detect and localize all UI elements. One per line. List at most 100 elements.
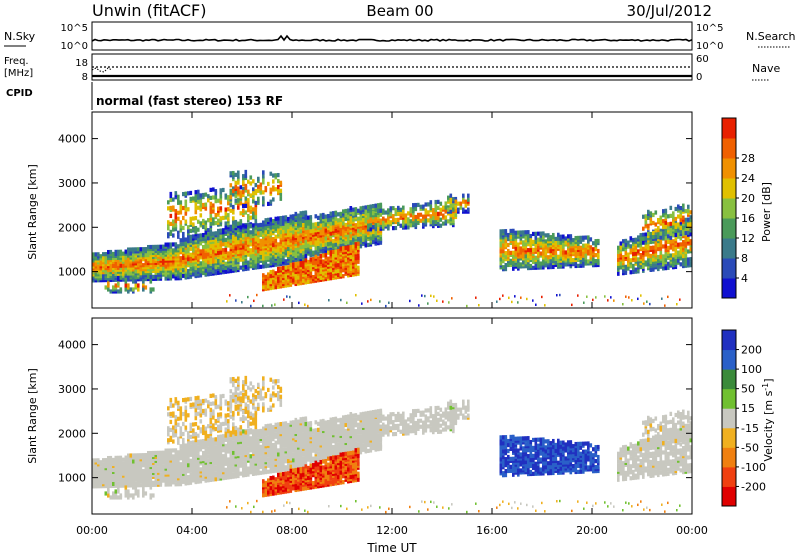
power-cell xyxy=(190,235,193,239)
power-cell xyxy=(385,218,388,222)
power-cell xyxy=(572,242,575,246)
power-cell xyxy=(232,210,235,214)
power-cell xyxy=(195,198,198,202)
power-cell xyxy=(192,222,195,226)
power-cell xyxy=(355,211,358,215)
power-cell xyxy=(665,225,668,229)
power-cell xyxy=(130,247,133,251)
power-cell xyxy=(175,223,178,227)
power-cell xyxy=(280,258,283,262)
velocity-cell xyxy=(182,480,185,484)
power-cell xyxy=(265,186,268,190)
power-cell xyxy=(245,204,248,208)
power-cell xyxy=(170,198,173,202)
power-cell xyxy=(462,200,465,204)
power-cell xyxy=(643,302,645,304)
power-cell xyxy=(427,210,430,214)
power-cell xyxy=(295,274,298,278)
power-cell xyxy=(380,203,383,207)
velocity-cell xyxy=(187,475,190,479)
power-cell xyxy=(380,219,383,223)
power-cell xyxy=(192,234,195,238)
power-cell xyxy=(622,269,625,273)
power-cell xyxy=(232,216,235,220)
colorbar-tick-label: 8 xyxy=(741,252,748,265)
power-cell xyxy=(320,213,323,217)
power-cell xyxy=(287,247,290,251)
power-cell xyxy=(207,218,210,222)
power-cell xyxy=(565,236,568,240)
velocity-cell xyxy=(147,463,150,467)
power-cell xyxy=(307,305,309,307)
power-cell xyxy=(320,219,323,223)
power-cell xyxy=(402,214,405,218)
power-cell xyxy=(142,263,145,267)
velocity-cell xyxy=(125,466,128,470)
power-cell xyxy=(355,242,358,246)
power-cell xyxy=(185,200,188,204)
power-cell xyxy=(552,233,555,237)
power-cell xyxy=(280,220,283,224)
power-cell xyxy=(672,211,675,215)
power-cell xyxy=(160,245,163,249)
power-cell xyxy=(267,230,270,234)
power-cell xyxy=(352,256,355,260)
velocity-cell xyxy=(137,453,140,457)
power-cell xyxy=(222,188,225,192)
power-cell xyxy=(282,242,285,246)
power-cell xyxy=(260,186,263,190)
power-cell xyxy=(125,260,128,264)
velocity-cell xyxy=(190,473,193,477)
power-cell xyxy=(642,247,645,251)
power-cell xyxy=(232,235,235,239)
power-cell xyxy=(367,213,370,217)
power-cell xyxy=(440,208,443,212)
power-cell xyxy=(640,237,643,241)
power-cell xyxy=(650,258,653,262)
power-cell xyxy=(502,229,505,233)
power-cell xyxy=(275,187,278,191)
velocity-cell xyxy=(200,455,203,459)
power-cell xyxy=(210,196,213,200)
power-cell xyxy=(530,264,533,268)
power-cell xyxy=(177,235,180,239)
velocity-cell xyxy=(120,456,123,460)
power-cell xyxy=(475,297,477,299)
power-cell xyxy=(307,216,310,220)
power-cell xyxy=(230,255,233,259)
power-cell xyxy=(252,238,255,242)
power-cell xyxy=(212,250,215,254)
power-cell xyxy=(230,171,233,175)
power-cell xyxy=(675,247,678,251)
power-cell xyxy=(505,251,508,255)
power-cell xyxy=(682,204,685,208)
power-cell xyxy=(572,258,575,262)
power-cell xyxy=(555,257,558,261)
power-cell xyxy=(175,219,178,223)
power-cell xyxy=(290,215,293,219)
power-cell xyxy=(672,253,675,257)
power-cell xyxy=(675,223,678,227)
power-cell xyxy=(275,173,278,177)
power-cell xyxy=(355,256,358,260)
power-cell xyxy=(117,276,120,280)
velocity-cell xyxy=(110,456,113,460)
power-cell xyxy=(265,230,268,234)
cpid-label: CPID xyxy=(6,88,33,99)
power-cell xyxy=(667,214,670,218)
power-cell xyxy=(367,223,370,227)
power-cell xyxy=(670,245,673,249)
power-cell xyxy=(277,258,280,262)
power-cell xyxy=(280,197,283,201)
power-cell xyxy=(418,304,420,306)
power-cell xyxy=(652,213,655,217)
power-cell xyxy=(670,214,673,218)
power-cell xyxy=(642,241,645,245)
power-cell xyxy=(172,205,175,209)
power-cell xyxy=(102,274,105,278)
power-cell xyxy=(582,262,585,266)
power-cell xyxy=(620,253,623,257)
power-cell xyxy=(360,216,363,220)
power-cell xyxy=(256,294,258,296)
power-cell xyxy=(100,260,103,264)
